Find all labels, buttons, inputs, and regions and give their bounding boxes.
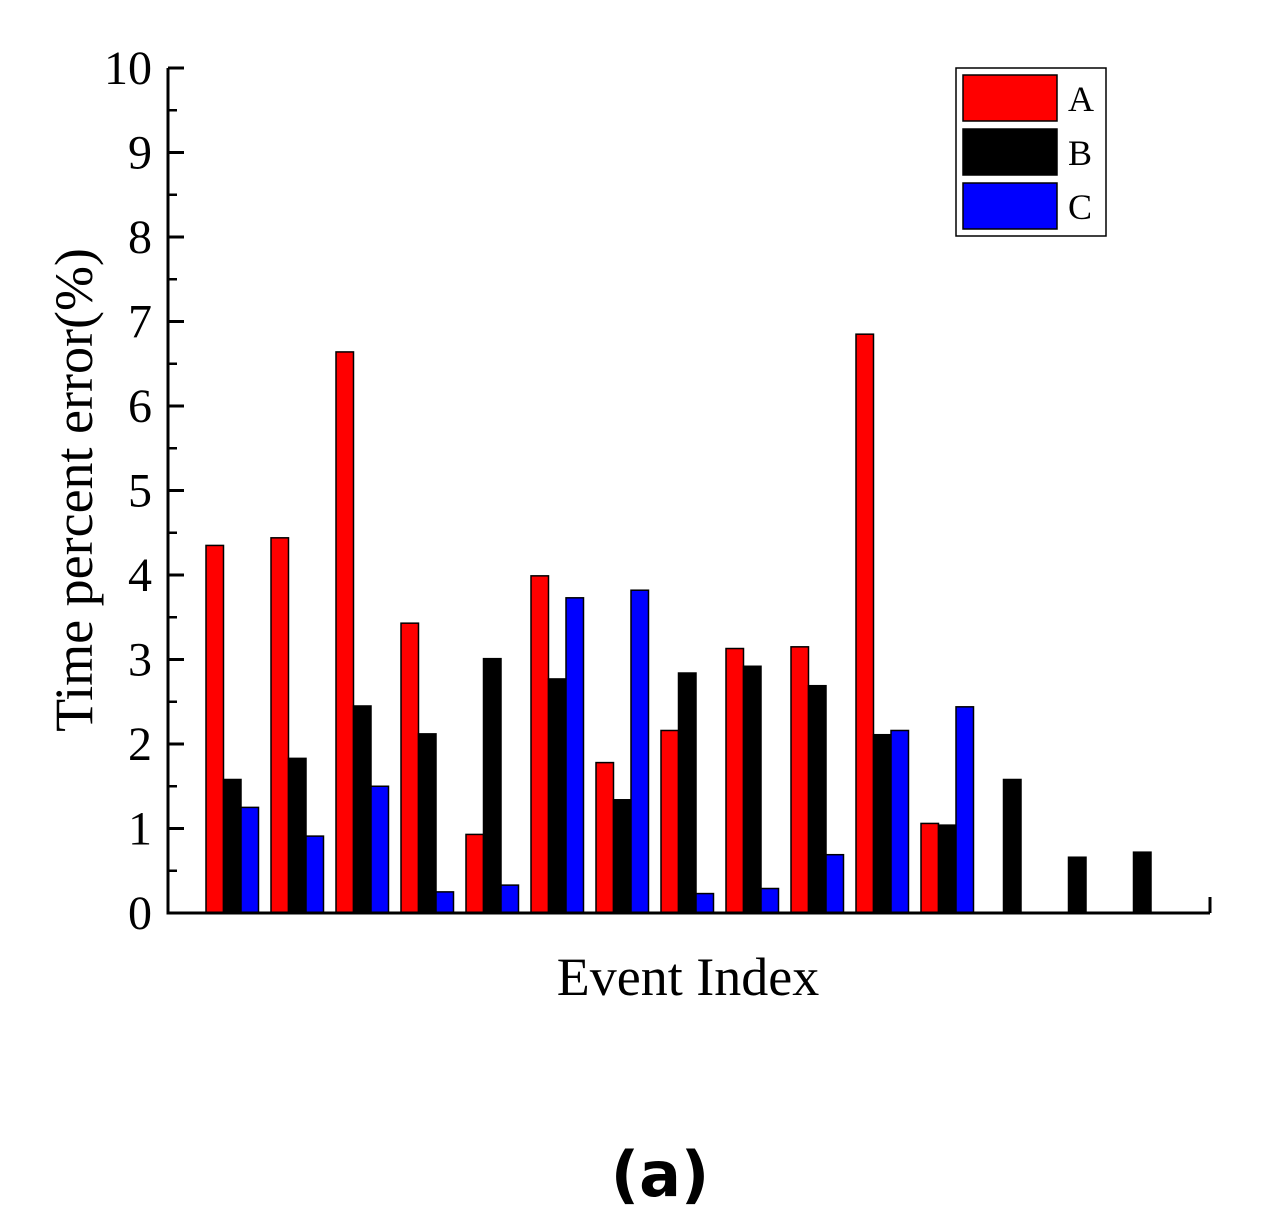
bar-b-6 xyxy=(547,678,567,914)
bar-a-7 xyxy=(595,761,615,914)
y-tick-label: 10 xyxy=(104,42,152,95)
bar-c-1 xyxy=(240,806,260,914)
bar-c-12 xyxy=(955,706,975,914)
bar-a-2 xyxy=(270,537,290,914)
bar-c-6 xyxy=(565,597,585,914)
bar-c-7 xyxy=(630,589,650,914)
bar-a-6 xyxy=(530,575,550,914)
y-ticks: 0 1 2 3 4 5 6 7 8 9 10 xyxy=(104,42,184,940)
bar-b-9 xyxy=(742,665,762,914)
bar-a-5 xyxy=(465,833,485,914)
legend: ABC xyxy=(955,67,1107,237)
y-tick-label: 5 xyxy=(128,465,152,518)
bar-c-5 xyxy=(500,884,520,914)
bar-a-8 xyxy=(660,729,680,914)
bar-b-5 xyxy=(482,657,502,914)
bar-b-1 xyxy=(222,778,242,914)
bar-b-14 xyxy=(1067,856,1087,914)
bar-b-2 xyxy=(287,757,307,914)
legend-swatch-c xyxy=(962,182,1058,230)
y-tick-label: 3 xyxy=(128,634,152,687)
bar-b-15 xyxy=(1132,851,1152,914)
bar-a-3 xyxy=(335,351,355,914)
bar-b-7 xyxy=(612,799,632,914)
panel-label: (a) xyxy=(611,1138,710,1211)
bar-a-12 xyxy=(920,822,940,914)
legend-swatch-a xyxy=(962,74,1058,122)
bar-c-8 xyxy=(695,892,715,914)
y-tick-label: 1 xyxy=(128,803,152,856)
legend-label-b: B xyxy=(1068,133,1092,173)
bar-a-1 xyxy=(205,544,225,914)
bar-c-3 xyxy=(370,785,390,914)
bar-b-8 xyxy=(677,672,697,914)
bar-b-11 xyxy=(872,733,892,914)
bar-a-11 xyxy=(855,333,875,914)
legend-label-c: C xyxy=(1068,187,1092,227)
y-tick-label: 0 xyxy=(128,887,152,940)
bar-c-9 xyxy=(760,887,780,914)
bar-b-4 xyxy=(417,733,437,914)
bar-b-3 xyxy=(352,705,372,914)
y-tick-label: 7 xyxy=(128,296,152,349)
y-tick-label: 2 xyxy=(128,718,152,771)
bar-b-12 xyxy=(937,824,957,914)
bar-a-10 xyxy=(790,646,810,914)
bars-layer xyxy=(205,333,1152,914)
bar-c-2 xyxy=(305,835,325,914)
bar-c-4 xyxy=(435,891,455,914)
bar-c-10 xyxy=(825,853,845,914)
bar-a-4 xyxy=(400,622,420,914)
legend-label-a: A xyxy=(1068,79,1094,119)
y-tick-label: 9 xyxy=(128,127,152,180)
bar-b-13 xyxy=(1002,778,1022,914)
bar-a-9 xyxy=(725,647,745,914)
x-axis-label: Event Index xyxy=(557,947,819,1007)
legend-swatch-b xyxy=(962,128,1058,176)
bar-c-11 xyxy=(890,729,910,914)
y-tick-label: 6 xyxy=(128,380,152,433)
y-axis-label: Time percent error(%) xyxy=(44,248,104,732)
y-tick-label: 4 xyxy=(128,549,152,602)
y-tick-label: 8 xyxy=(128,211,152,264)
bar-b-10 xyxy=(807,684,827,914)
